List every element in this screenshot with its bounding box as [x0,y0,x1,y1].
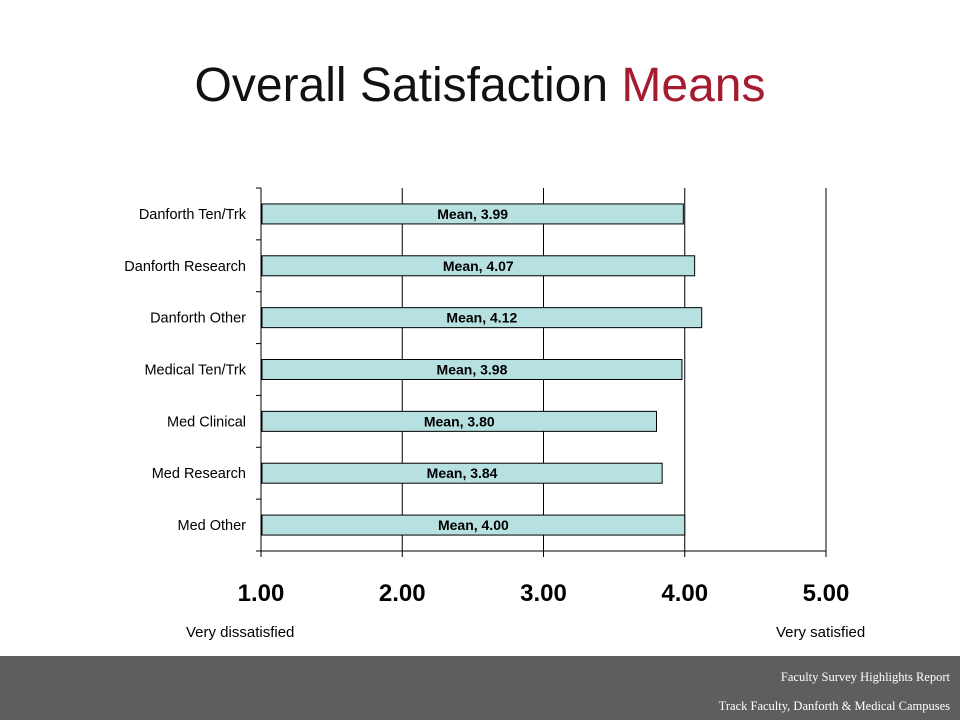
bar-data-label: Mean, 4.00 [438,517,509,533]
x-tick-label: 4.00 [661,580,708,607]
bar-data-label: Mean, 3.98 [437,362,508,378]
x-tick-label: 5.00 [803,580,850,607]
category-label: Med Other [178,518,247,534]
bar [261,203,684,225]
category-label: Med Clinical [167,414,246,430]
bar [261,462,663,484]
x-tick-label: 1.00 [238,580,285,607]
footer-bar: Faculty Survey Highlights Report Track F… [0,656,960,720]
bar-data-label: Mean, 3.99 [437,206,508,222]
category-label: Danforth Ten/Trk [139,207,247,223]
scale-label-satisfied: Very satisfied [776,624,866,641]
bar-data-label: Mean, 4.12 [446,310,517,326]
category-label: Med Research [152,466,246,482]
slide-title-main: Overall Satisfaction [194,59,609,112]
bar-data-label: Mean, 3.80 [424,413,495,429]
bar-data-label: Mean, 4.07 [443,258,514,274]
slide-title: Overall Satisfaction Means [0,58,960,113]
bar [261,514,686,536]
category-label: Medical Ten/Trk [144,363,246,379]
bar [261,410,657,432]
bar-data-label: Mean, 3.84 [427,465,498,481]
slide-title-accent: Means [621,59,766,112]
x-tick-label: 3.00 [520,580,567,607]
scale-label-dissatisfied: Very dissatisfied [186,624,295,641]
x-tick-label: 2.00 [379,580,426,607]
category-label: Danforth Research [124,259,246,275]
footer-report-subtitle: Track Faculty, Danforth & Medical Campus… [718,699,950,713]
footer-report-title: Faculty Survey Highlights Report [780,670,950,684]
bar [261,359,683,380]
satisfaction-bar-chart: 1.00 2.00 3.00 4.00 5.00 Danforth Ten/Trk Mean… [124,187,850,607]
bar [261,255,696,277]
category-label: Danforth Other [150,311,246,327]
bar [261,307,703,329]
